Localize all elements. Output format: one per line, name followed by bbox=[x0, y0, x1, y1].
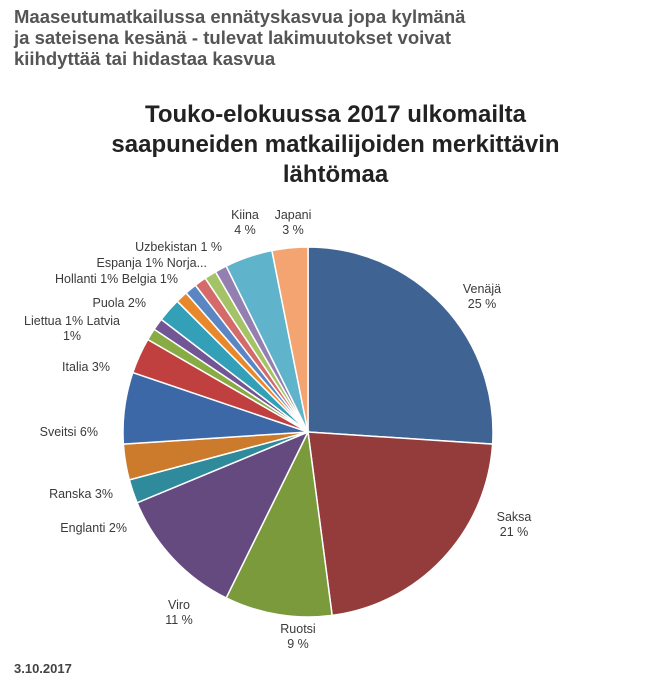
data-label-japani: Japani 3 % bbox=[275, 208, 312, 237]
pie-slice-ruotsi bbox=[225, 429, 333, 618]
data-label-liettua: Liettua 1% Latvia 1% bbox=[24, 314, 120, 343]
data-label-italia: Italia 3% bbox=[62, 360, 110, 374]
data-label-saksa: Saksa 21 % bbox=[497, 510, 532, 539]
data-label-viro: Viro 11 % bbox=[165, 598, 193, 627]
chart-title: Touko-elokuussa 2017 ulkomailta saapunei… bbox=[111, 101, 560, 188]
pie-svg: Venäjä 25 % Saksa 21 % Ruotsi 9 % Viro 11 % Engl… bbox=[24, 208, 532, 651]
pie-chart: Touko-elokuussa 2017 ulkomailta saapunei… bbox=[0, 90, 671, 660]
data-label-ruotsi: Ruotsi 9 % bbox=[280, 622, 315, 651]
pie-slice-venäjä bbox=[307, 246, 494, 445]
data-label-puola: Puola 2% bbox=[92, 296, 146, 310]
data-label-kiina: Kiina 4 % bbox=[231, 208, 259, 237]
data-label-ranska: Ranska 3% bbox=[49, 487, 113, 501]
data-label-venäjä: Venäjä 25 % bbox=[463, 282, 501, 311]
pie-slice-viro bbox=[136, 430, 310, 599]
article-headline[interactable]: Maaseutumatkailussa ennätyskasvua jopa k… bbox=[14, 6, 466, 69]
publish-date: 3.10.2017 bbox=[14, 661, 72, 676]
data-label-englanti: Englanti 2% bbox=[60, 521, 127, 535]
data-label-uzbekistan: Uzbekistan 1 % bbox=[135, 240, 222, 254]
pie-slice-saksa bbox=[307, 431, 494, 617]
pie-slice-japani bbox=[271, 246, 309, 433]
data-label-sveitsi: Sveitsi 6% bbox=[40, 425, 98, 439]
data-label-espanja: Espanja 1% Norja... bbox=[97, 256, 207, 270]
data-label-hollanti: Hollanti 1% Belgia 1% bbox=[55, 272, 178, 286]
